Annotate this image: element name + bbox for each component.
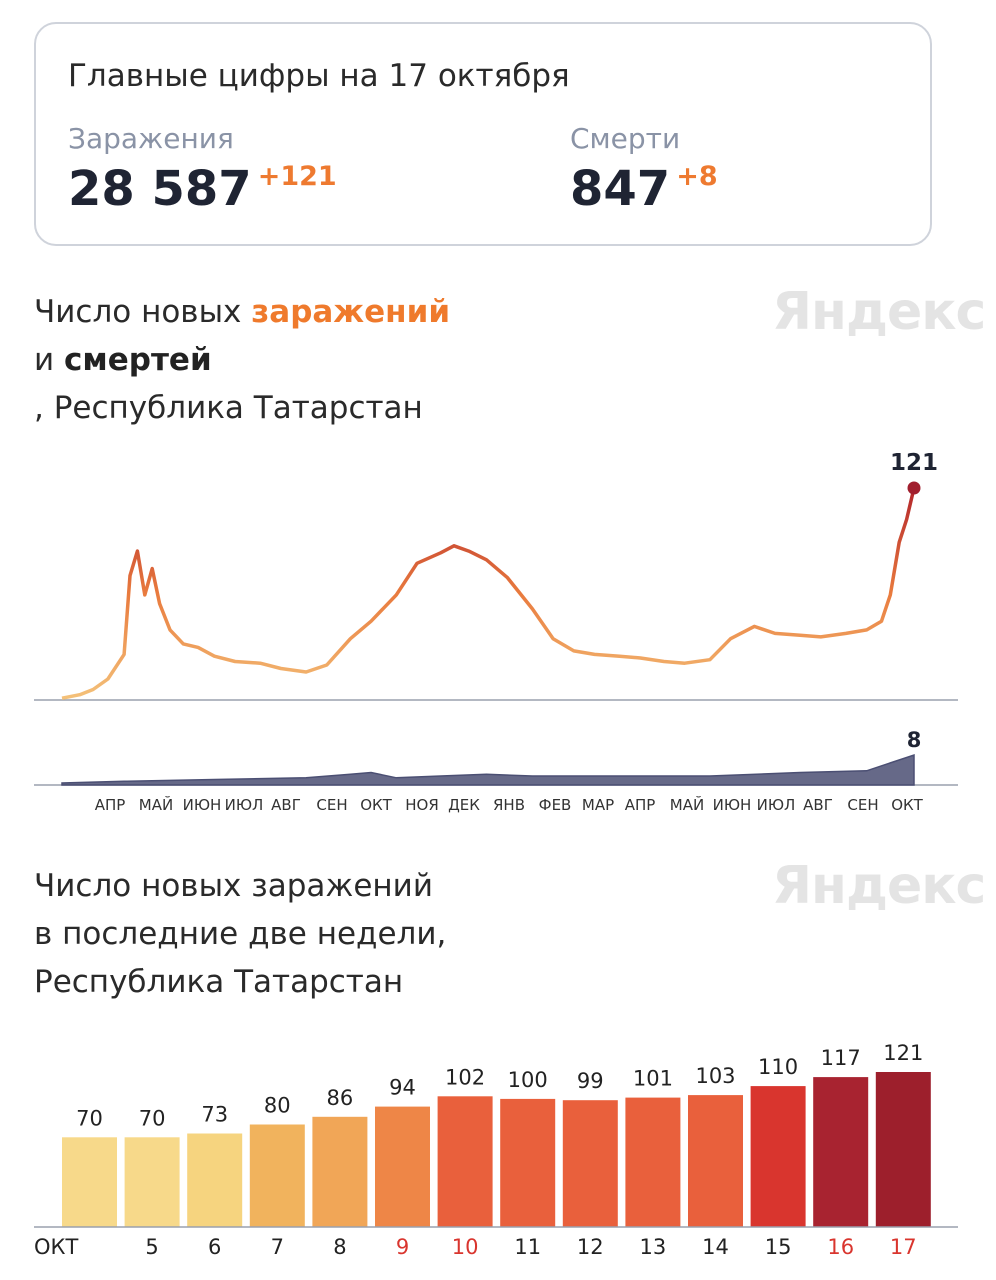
yandex-watermark-1: Яндекс <box>772 282 986 342</box>
x-tick-label: ИЮЛ <box>225 796 264 814</box>
summary-title: Главные цифры на 17 октября <box>68 58 570 94</box>
infections-stat: Заражения 28 587 +121 <box>68 122 337 217</box>
x-tick-label: ОКТ <box>360 796 392 814</box>
deaths-last-label: 8 <box>907 728 922 752</box>
x-tick-label: ЯНВ <box>493 796 525 814</box>
bar-value-label: 80 <box>264 1094 291 1118</box>
bar <box>562 1100 618 1227</box>
section2-title: Число новых заражений в последние две не… <box>34 862 446 1006</box>
bar <box>813 1077 869 1227</box>
bar <box>187 1133 243 1227</box>
bar-value-label: 99 <box>577 1069 604 1093</box>
infections-last-point <box>907 481 921 495</box>
section2-line3: Республика Татарстан <box>34 964 404 1000</box>
bar-category-label: 14 <box>702 1235 729 1259</box>
bar-value-label: 94 <box>389 1076 416 1100</box>
bar-value-label: 86 <box>327 1086 354 1110</box>
bar-value-label: 70 <box>139 1106 166 1130</box>
x-tick-label: ИЮН <box>713 796 752 814</box>
deaths-stat: Смерти 847 +8 <box>570 122 718 217</box>
x-tick-label: МАР <box>582 796 614 814</box>
infections-value: 28 587 <box>68 161 252 217</box>
bar-value-label: 110 <box>758 1055 798 1079</box>
x-tick-label: АПР <box>95 796 126 814</box>
x-tick-label: ИЮН <box>183 796 222 814</box>
x-tick-label: АВГ <box>803 796 833 814</box>
section1-line2-prefix: и <box>34 342 65 378</box>
section1-line2-accent: смертей <box>64 342 212 378</box>
x-tick-label: ДЕК <box>448 796 480 814</box>
deaths-value: 847 <box>570 161 671 217</box>
yandex-watermark-2: Яндекс <box>772 856 986 916</box>
bar-category-label: 13 <box>640 1235 667 1259</box>
bar-category-label: 11 <box>514 1235 541 1259</box>
section1-line1-prefix: Число новых <box>34 294 252 330</box>
bar-category-label: 12 <box>577 1235 604 1259</box>
bar-value-label: 101 <box>633 1067 673 1091</box>
deaths-delta: +8 <box>676 161 718 192</box>
bar-category-label: 7 <box>271 1235 284 1259</box>
section2-line2: в последние две недели, <box>34 916 447 952</box>
bar <box>249 1124 305 1227</box>
x-tick-label: АПР <box>625 796 656 814</box>
section1-title: Число новых заражений и смертей , Респуб… <box>34 288 450 432</box>
bar <box>124 1137 180 1227</box>
x-tick-label: МАЙ <box>139 795 173 814</box>
infections-delta: +121 <box>257 161 337 192</box>
x-tick-label: НОЯ <box>405 796 439 814</box>
x-tick-label: СЕН <box>847 796 878 814</box>
bar-category-label: ОКТ <box>34 1235 78 1259</box>
bar-value-label: 121 <box>883 1041 923 1065</box>
bar <box>688 1095 743 1227</box>
bar <box>500 1098 556 1227</box>
bar-category-label: 15 <box>765 1235 792 1259</box>
bar-category-label: 6 <box>208 1235 221 1259</box>
section1-line3: , Республика Татарстан <box>34 390 423 426</box>
infections-last-label: 121 <box>890 450 938 476</box>
section1-line1-accent: заражений <box>251 294 451 330</box>
infections-label: Заражения <box>68 122 234 155</box>
deaths-label: Смерти <box>570 122 681 155</box>
bar-value-label: 102 <box>445 1065 485 1089</box>
bar <box>875 1072 931 1227</box>
bar-category-label: 5 <box>145 1235 158 1259</box>
bar-value-label: 117 <box>821 1046 861 1070</box>
x-tick-label: ИЮЛ <box>757 796 796 814</box>
bar-category-label: 9 <box>396 1235 409 1259</box>
bar <box>625 1097 681 1227</box>
bar <box>62 1137 117 1227</box>
x-tick-label: ФЕВ <box>539 796 572 814</box>
bar-category-label: 16 <box>827 1235 854 1259</box>
bar-category-label: 10 <box>452 1235 479 1259</box>
bar <box>375 1106 430 1227</box>
bar <box>312 1116 368 1227</box>
section2-line1: Число новых заражений <box>34 868 433 904</box>
bar <box>437 1096 493 1227</box>
x-tick-label: ОКТ <box>891 796 923 814</box>
bar-value-label: 73 <box>201 1103 228 1127</box>
bar <box>750 1086 806 1227</box>
x-tick-label: АВГ <box>271 796 301 814</box>
bar-value-label: 103 <box>695 1064 735 1088</box>
bar-category-label: 8 <box>333 1235 346 1259</box>
bar-value-label: 70 <box>76 1106 103 1130</box>
summary-card: Главные цифры на 17 октября Заражения 28… <box>34 22 932 246</box>
bar-category-label: 17 <box>890 1235 917 1259</box>
x-tick-label: СЕН <box>316 796 347 814</box>
bar-value-label: 100 <box>508 1068 548 1092</box>
infections-series-line <box>61 487 916 700</box>
deaths-series-area <box>61 753 915 786</box>
x-tick-label: МАЙ <box>670 795 704 814</box>
